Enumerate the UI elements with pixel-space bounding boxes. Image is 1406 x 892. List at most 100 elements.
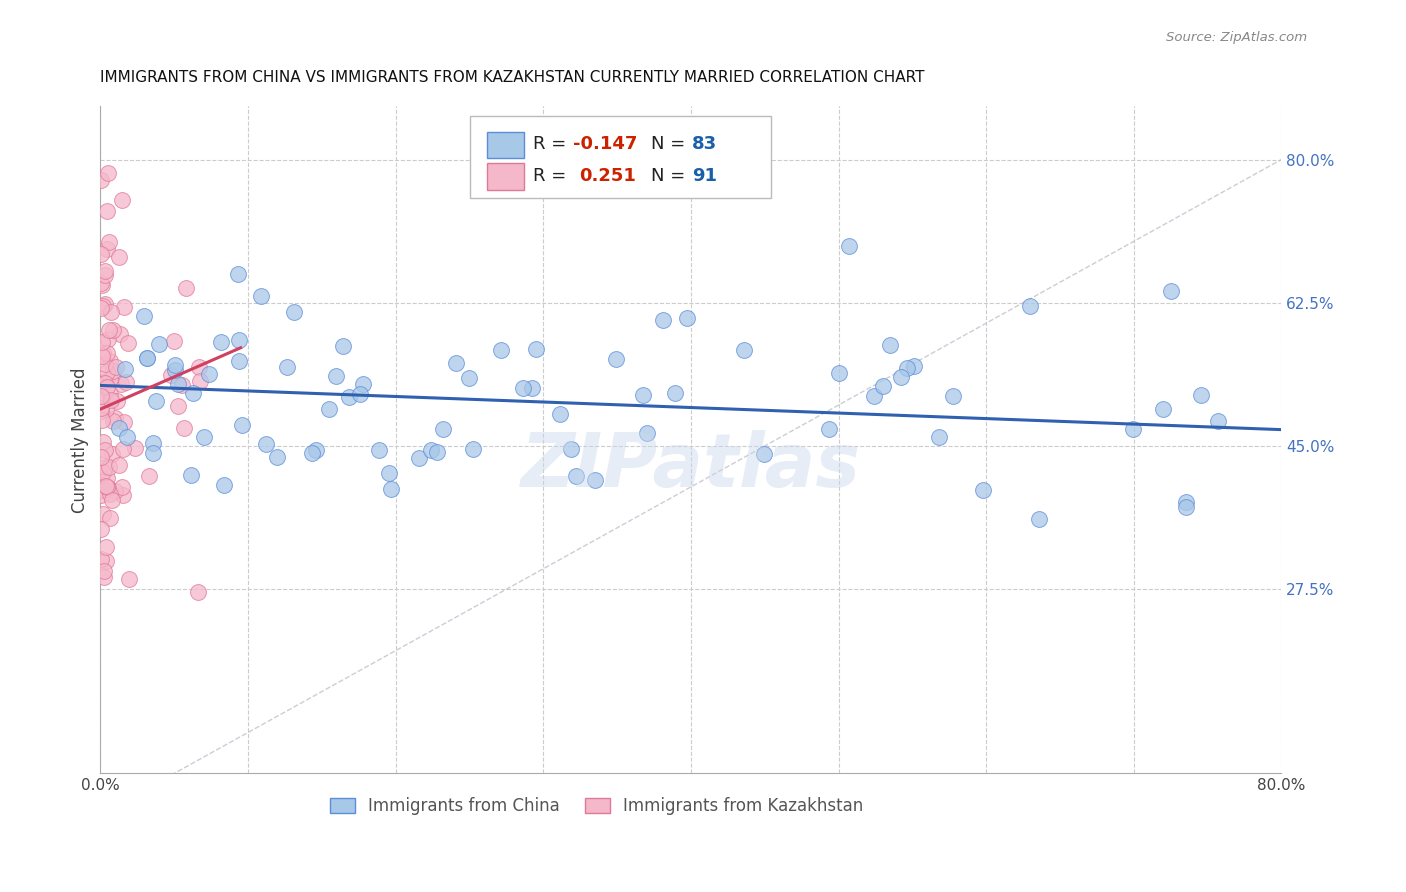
Point	[96, 204, 118, 219]
FancyBboxPatch shape	[486, 163, 524, 190]
Point	[633, 388, 655, 402]
Point	[96, 346, 118, 360]
Point	[111, 480, 134, 494]
Point	[96, 242, 118, 256]
Point	[108, 458, 131, 472]
Point	[94, 554, 117, 568]
Point	[132, 309, 155, 323]
Point	[942, 389, 965, 403]
Point	[605, 351, 627, 366]
Point	[420, 443, 443, 458]
Point	[108, 421, 131, 435]
Point	[93, 508, 115, 522]
Point	[890, 370, 912, 384]
Point	[276, 360, 298, 375]
Point	[524, 342, 547, 356]
Point	[636, 426, 658, 441]
Point	[337, 390, 360, 404]
Point	[96, 471, 118, 485]
Point	[675, 311, 697, 326]
Point	[108, 327, 131, 342]
Point	[91, 299, 114, 313]
Point	[332, 339, 354, 353]
Point	[98, 511, 121, 525]
Point	[91, 345, 114, 359]
FancyBboxPatch shape	[470, 116, 770, 198]
Point	[101, 414, 124, 428]
Point	[903, 359, 925, 373]
Point	[93, 392, 115, 407]
Text: IMMIGRANTS FROM CHINA VS IMMIGRANTS FROM KAZAKHSTAN CURRENTLY MARRIED CORRELATIO: IMMIGRANTS FROM CHINA VS IMMIGRANTS FROM…	[100, 70, 925, 85]
Point	[266, 450, 288, 465]
Point	[1189, 387, 1212, 401]
Point	[187, 585, 209, 599]
Point	[98, 354, 121, 368]
Text: ZIPatlas: ZIPatlas	[520, 430, 860, 503]
Point	[115, 430, 138, 444]
Point	[163, 334, 186, 348]
Point	[90, 488, 112, 502]
Point	[838, 239, 860, 253]
Point	[90, 172, 112, 186]
Point	[142, 436, 165, 450]
Point	[96, 540, 118, 554]
Text: N =: N =	[651, 136, 690, 153]
Point	[93, 376, 115, 391]
Point	[98, 387, 121, 401]
Point	[90, 389, 112, 403]
Point	[100, 392, 122, 407]
Text: 83: 83	[692, 136, 717, 153]
Point	[1122, 422, 1144, 436]
Point	[90, 278, 112, 293]
Point	[304, 442, 326, 457]
Point	[181, 386, 204, 401]
Point	[93, 570, 115, 584]
Point	[97, 481, 120, 495]
Point	[91, 349, 114, 363]
Point	[664, 385, 686, 400]
Point	[1160, 284, 1182, 298]
FancyBboxPatch shape	[486, 132, 524, 159]
Point	[112, 415, 135, 429]
Point	[96, 380, 118, 394]
Point	[818, 422, 841, 436]
Point	[1174, 495, 1197, 509]
Point	[104, 411, 127, 425]
Point	[512, 381, 534, 395]
Point	[349, 387, 371, 401]
Point	[520, 381, 543, 395]
Point	[209, 334, 232, 349]
Point	[93, 564, 115, 578]
Point	[426, 445, 449, 459]
Point	[172, 378, 194, 392]
Point	[96, 365, 118, 379]
Point	[457, 371, 479, 385]
Point	[110, 376, 132, 391]
Point	[432, 422, 454, 436]
Point	[112, 301, 135, 315]
Point	[565, 469, 588, 483]
Point	[142, 446, 165, 460]
Point	[928, 429, 950, 443]
Text: R =: R =	[533, 167, 578, 185]
Point	[90, 450, 112, 464]
Point	[1206, 414, 1229, 428]
Point	[124, 441, 146, 455]
Point	[90, 551, 112, 566]
Point	[118, 572, 141, 586]
Point	[896, 360, 918, 375]
Legend: Immigrants from China, Immigrants from Kazakhstan: Immigrants from China, Immigrants from K…	[323, 790, 870, 822]
Point	[101, 363, 124, 377]
Point	[91, 413, 114, 427]
Point	[94, 358, 117, 372]
Point	[463, 442, 485, 457]
Point	[94, 401, 117, 416]
Point	[108, 250, 131, 264]
Point	[1028, 512, 1050, 526]
Point	[114, 362, 136, 376]
Point	[167, 399, 190, 413]
Point	[117, 335, 139, 350]
Text: N =: N =	[651, 167, 690, 185]
Point	[104, 483, 127, 498]
Point	[733, 343, 755, 358]
